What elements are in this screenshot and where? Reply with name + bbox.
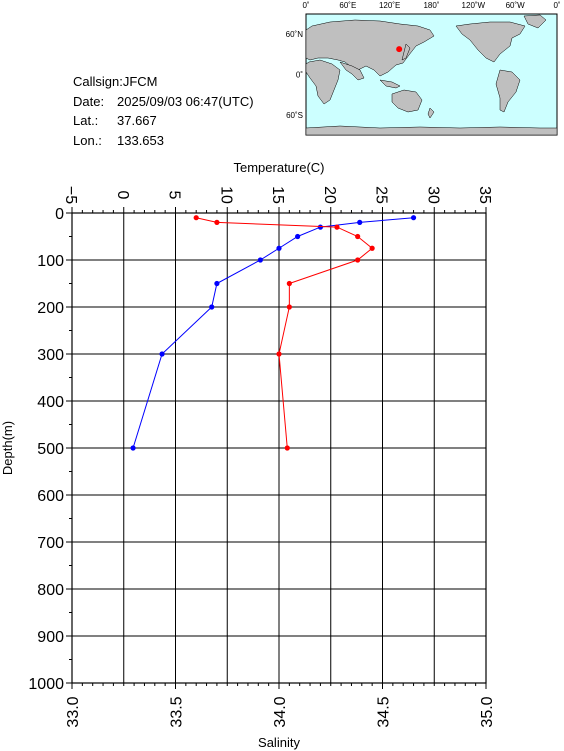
depth-tick-label: 200 bbox=[37, 300, 64, 317]
depth-tick-label: 0 bbox=[55, 206, 64, 223]
map-latitude-label: 60˚N bbox=[286, 30, 304, 39]
station-marker bbox=[396, 46, 403, 53]
depth-tick-label: 400 bbox=[37, 394, 64, 411]
salinity-tick-label: 33.5 bbox=[169, 696, 186, 727]
salinity-data-point bbox=[284, 445, 290, 451]
temperature-tick-label: 10 bbox=[217, 186, 234, 204]
temperature-tick-label: 20 bbox=[321, 186, 338, 204]
map-longitude-label: 60˚W bbox=[506, 1, 526, 10]
depth-tick-label: 900 bbox=[37, 629, 64, 646]
plot-frame bbox=[71, 212, 487, 684]
temperature-tick-label: 15 bbox=[269, 186, 286, 204]
temperature-axis-label: Temperature(C) bbox=[233, 160, 324, 175]
salinity-data-point bbox=[214, 219, 220, 225]
depth-tick-labels: 0 100 200 300 400 500 600 700 800 900 1000 bbox=[28, 206, 64, 693]
depth-tick-label: 700 bbox=[37, 535, 64, 552]
salinity-data-point bbox=[369, 245, 375, 251]
map-south-america bbox=[495, 69, 521, 113]
map-japan bbox=[401, 43, 411, 61]
temperature-tick-label: 5 bbox=[166, 191, 183, 200]
depth-tick-label: 800 bbox=[37, 582, 64, 599]
salinity-profile-line bbox=[196, 217, 373, 449]
map-south-asia bbox=[339, 61, 365, 81]
profile-chart: −5 0 5 10 15 20 25 30 35 0 100 200 300 400 500 600 700 8… bbox=[0, 160, 496, 750]
lat-value: 37.667 bbox=[117, 113, 157, 128]
depth-axis-label: Depth(m) bbox=[0, 421, 15, 475]
map-longitude-label: 120˚W bbox=[462, 1, 486, 10]
callsign-text: Callsign:JFCM bbox=[73, 74, 158, 89]
map-longitude-label: 0˚ bbox=[553, 1, 560, 10]
temperature-data-point bbox=[130, 445, 136, 451]
world-map: 0˚ 60˚E 120˚E 180˚ 120˚W 60˚W 0˚ 60˚N 0˚ 60˚S bbox=[286, 1, 561, 136]
temperature-tick-label: 25 bbox=[373, 186, 390, 204]
map-latitude-label: 60˚S bbox=[286, 111, 303, 120]
temperature-data-point bbox=[357, 219, 363, 225]
map-longitude-label: 0˚ bbox=[302, 1, 309, 10]
temperature-data-point bbox=[295, 233, 301, 240]
temperature-data-point bbox=[276, 245, 282, 251]
temperature-tick-label: 35 bbox=[476, 186, 493, 204]
salinity-tick-label: 34.0 bbox=[272, 696, 289, 727]
series-layer bbox=[130, 215, 417, 451]
depth-tick-label: 100 bbox=[37, 253, 64, 270]
salinity-data-point bbox=[286, 280, 292, 287]
map-eurasia bbox=[305, 19, 435, 77]
temperature-profile-line bbox=[132, 217, 414, 449]
map-greenland bbox=[523, 14, 547, 29]
temperature-data-point bbox=[257, 257, 263, 263]
temperature-data-point bbox=[209, 304, 215, 310]
salinity-data-point bbox=[355, 233, 361, 240]
map-new-zealand bbox=[427, 107, 435, 119]
map-antarctica bbox=[305, 125, 558, 136]
salinity-data-point bbox=[276, 351, 282, 357]
map-north-america bbox=[455, 21, 526, 63]
depth-tick-label: 1000 bbox=[28, 676, 64, 693]
depth-tick-label: 500 bbox=[37, 441, 64, 458]
salinity-data-point bbox=[334, 224, 340, 230]
map-longitude-label: 60˚E bbox=[339, 1, 356, 10]
depth-tick-label: 300 bbox=[37, 347, 64, 364]
map-latitude-label: 0˚ bbox=[296, 71, 303, 80]
map-longitude-label: 120˚E bbox=[379, 1, 400, 10]
salinity-data-point bbox=[286, 304, 292, 310]
temperature-tick-label: 30 bbox=[424, 186, 441, 204]
map-land bbox=[305, 14, 558, 136]
temperature-data-point bbox=[410, 215, 417, 221]
map-africa bbox=[305, 59, 341, 105]
map-longitude-labels: 0˚ 60˚E 120˚E 180˚ 120˚W 60˚W 0˚ bbox=[302, 1, 560, 10]
salinity-axis-label: Salinity bbox=[258, 735, 300, 750]
lon-label: Lon.: bbox=[73, 133, 102, 148]
temperature-tick-label: 0 bbox=[114, 191, 131, 200]
map-australia bbox=[391, 89, 423, 113]
lon-value: 133.653 bbox=[117, 133, 164, 148]
depth-tick-label: 600 bbox=[37, 488, 64, 505]
lat-label: Lat.: bbox=[73, 113, 98, 128]
salinity-tick-label: 33.0 bbox=[65, 696, 82, 727]
map-latitude-labels: 60˚N 0˚ 60˚S bbox=[286, 30, 304, 120]
map-se-asia-islands bbox=[379, 79, 401, 89]
station-info: Callsign:JFCM Date: 2025/09/03 06:47(UTC… bbox=[73, 74, 254, 148]
salinity-tick-label: 34.5 bbox=[376, 696, 393, 727]
date-value: 2025/09/03 06:47(UTC) bbox=[117, 94, 254, 109]
salinity-data-point bbox=[355, 257, 361, 263]
salinity-data-point bbox=[193, 215, 199, 221]
temperature-data-point bbox=[159, 351, 165, 357]
temperature-data-point bbox=[317, 224, 323, 230]
temperature-tick-labels: −5 0 5 10 15 20 25 30 35 bbox=[62, 186, 493, 204]
temperature-tick-label: −5 bbox=[62, 186, 79, 204]
salinity-tick-labels: 33.0 33.5 34.0 34.5 35.0 bbox=[65, 696, 496, 727]
map-longitude-label: 180˚ bbox=[423, 1, 439, 10]
temperature-data-point bbox=[214, 280, 220, 287]
date-label: Date: bbox=[73, 94, 104, 109]
salinity-tick-label: 35.0 bbox=[479, 696, 496, 727]
